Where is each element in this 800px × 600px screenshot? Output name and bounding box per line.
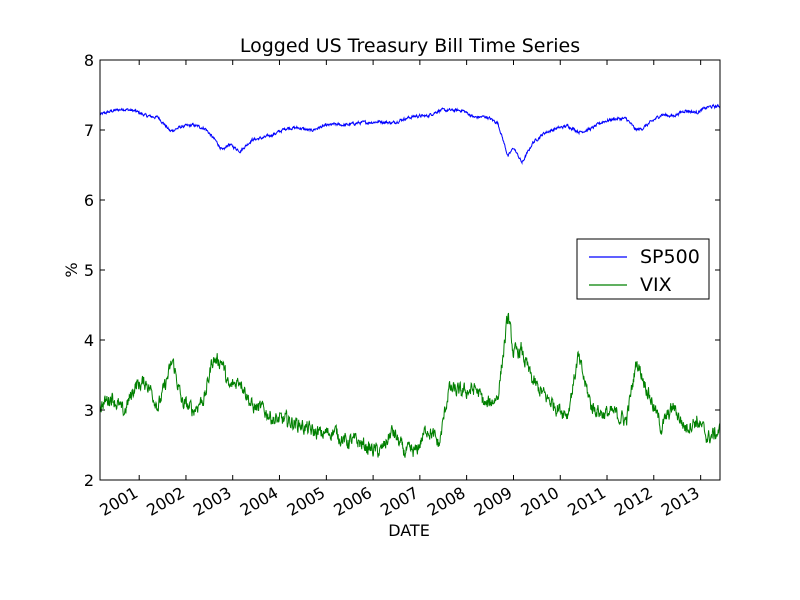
- chart-title: Logged US Treasury Bill Time Series: [240, 35, 580, 57]
- series-group: [99, 103, 721, 458]
- y-tick-label: 6: [84, 191, 94, 210]
- legend: SP500 VIX: [576, 238, 710, 300]
- series-line-vix: [99, 312, 721, 458]
- y-tick-label: 5: [84, 261, 94, 280]
- x-axis-label: DATE: [388, 521, 430, 540]
- y-axis-label: %: [62, 262, 81, 277]
- legend-box: [576, 238, 710, 300]
- legend-label-sp500: SP500: [640, 246, 700, 268]
- y-tick-label: 3: [84, 401, 94, 420]
- series-line-sp500: [99, 103, 721, 166]
- y-tick-label: 7: [84, 121, 94, 140]
- y-tick-label: 4: [84, 331, 94, 350]
- legend-label-vix: VIX: [640, 274, 672, 296]
- y-tick-label: 8: [84, 51, 94, 70]
- y-tick-label: 2: [84, 471, 94, 490]
- y-axis: 2 3 4 5 6 7 8: [84, 51, 720, 490]
